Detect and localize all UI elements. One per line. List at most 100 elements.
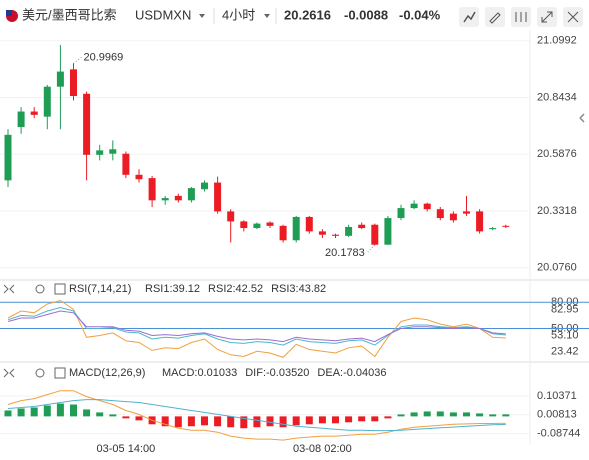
candle-body (489, 228, 497, 230)
candle-body (4, 134, 12, 181)
rsi-line (7, 306, 506, 346)
y-tick-label: 0.10371 (537, 390, 577, 402)
macd-bar (161, 416, 169, 427)
candle-body (201, 182, 208, 190)
candle-body (358, 224, 366, 229)
legend-entry: RSI3:43.82 (271, 283, 326, 295)
icon (515, 12, 527, 22)
change: -0.0088 (344, 7, 388, 22)
macd-bar (240, 416, 248, 429)
macd-bar (292, 416, 300, 426)
macd-bar (318, 416, 326, 424)
macd-bar (279, 416, 287, 428)
macd-bar (266, 416, 274, 427)
macd-bar (449, 412, 457, 417)
macd-bar (436, 411, 444, 417)
value-tag: 82.95 (551, 304, 579, 316)
panel-title: MACD(12,26,9) (69, 367, 145, 379)
macd-bar (502, 414, 510, 417)
y-tick-label: 20.8434 (537, 91, 577, 103)
candle-body (17, 111, 25, 128)
y-tick-label: 23.42 (551, 346, 579, 358)
candle-body (109, 149, 117, 154)
macd-bar (135, 416, 143, 421)
candle-body (174, 195, 182, 201)
toolbar (459, 7, 583, 27)
macd-bar (410, 412, 418, 417)
macd-bar (30, 407, 38, 417)
rsi-line (7, 299, 506, 358)
macd-bar (358, 416, 366, 422)
candle-body (384, 218, 392, 245)
annotation: 20.9969 (84, 51, 124, 63)
macd-line (7, 390, 506, 441)
toggle-icon[interactable] (54, 367, 66, 379)
macd-bar (122, 416, 130, 419)
panel-title: RSI(7,14,21) (69, 283, 131, 295)
macd-bar (214, 416, 222, 427)
candle-body (122, 153, 130, 175)
candle-body (410, 203, 418, 209)
macd-bar (345, 416, 353, 423)
macd-bar (489, 414, 497, 417)
candle-body (161, 198, 169, 201)
candle-body (96, 150, 104, 155)
macd-bar (305, 416, 313, 425)
candle-body (135, 174, 143, 180)
macd-bar (17, 408, 25, 417)
candle-body (463, 211, 470, 214)
settings-icon[interactable] (35, 284, 45, 294)
collapse-arrow[interactable] (579, 113, 585, 123)
macd-bar (201, 416, 208, 426)
change-pct: -0.04% (399, 7, 441, 22)
interval[interactable]: 4小时 (222, 7, 255, 22)
legend-entry: DIF:-0.03520 (245, 367, 309, 379)
y-tick-label: 20.3318 (537, 205, 577, 217)
legend-entry: RSI2:42.52 (208, 283, 263, 295)
candle-body (305, 216, 313, 232)
macd-bar (43, 405, 51, 417)
annotation: 20.1783 (325, 247, 365, 259)
candle-body (227, 211, 235, 222)
dropdown-icon[interactable] (264, 14, 270, 18)
symbol[interactable]: USDMXN (135, 7, 191, 22)
candle-body (56, 71, 64, 87)
rsi-line (7, 310, 506, 343)
candle-body (436, 209, 444, 219)
candle-body (43, 86, 51, 117)
candle-body (449, 213, 457, 221)
macd-bar (384, 416, 392, 419)
macd-bar (476, 413, 484, 417)
candle-body (318, 231, 326, 235)
candle-body (70, 69, 77, 96)
settings-icon[interactable] (35, 368, 45, 378)
candle-body (332, 234, 339, 236)
candle-body (214, 182, 222, 212)
draw-button[interactable] (485, 7, 505, 27)
macd-bar (109, 414, 117, 417)
icon[interactable] (3, 284, 15, 294)
icon[interactable] (3, 368, 15, 378)
macd-bar (70, 404, 77, 417)
y-tick-label: 20.5876 (537, 148, 577, 160)
pair-name: 美元/墨西哥比索 (22, 7, 117, 22)
dropdown-icon[interactable] (199, 14, 205, 18)
candle-body (476, 211, 484, 232)
candle-body (30, 111, 38, 115)
toggle-icon[interactable] (54, 283, 66, 295)
candle-body (148, 178, 156, 201)
candle-body (502, 225, 510, 227)
annotation-leader (366, 244, 376, 254)
candle-body (83, 93, 91, 155)
macd-bar (371, 416, 379, 422)
macd-line (7, 399, 506, 432)
macd-bar (56, 403, 64, 417)
macd-bar (174, 416, 182, 428)
candle-body (253, 223, 261, 229)
candle-body (292, 216, 300, 241)
icon (489, 12, 501, 24)
macd-bar (83, 409, 91, 417)
price: 20.2616 (284, 7, 331, 22)
icon (463, 11, 476, 23)
